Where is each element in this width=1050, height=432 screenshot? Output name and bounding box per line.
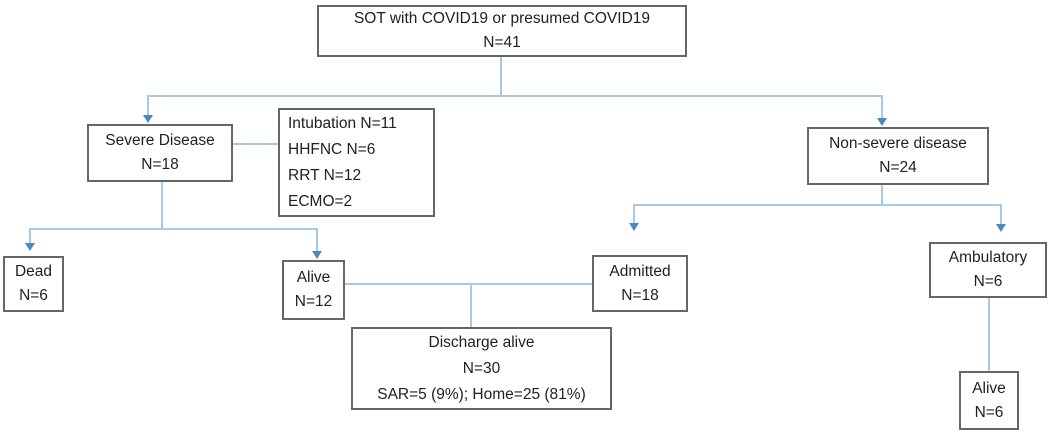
node-admitted: Admitted N=18 — [592, 255, 688, 312]
node-discharge-count: N=30 — [462, 359, 501, 377]
node-alive-nonsevere-label: Alive — [972, 379, 1006, 397]
node-nonsevere-count: N=24 — [879, 159, 917, 176]
node-discharge-alive: Discharge alive N=30 SAR=5 (9%); Home=25… — [351, 327, 612, 410]
node-severe-label: Severe Disease — [105, 132, 215, 149]
connector-top-split — [147, 95, 883, 97]
arrowhead-dead — [25, 243, 35, 251]
node-non-severe-disease: Non-severe disease N=24 — [807, 127, 989, 185]
connector-root-stem — [500, 57, 502, 97]
connector-discharge-stem — [470, 283, 472, 328]
node-ambulatory-count: N=6 — [973, 273, 1003, 290]
connector-ambulatory-alive — [988, 298, 990, 371]
node-ambulatory-label: Ambulatory — [948, 249, 1028, 266]
connector-alive-admitted — [345, 283, 592, 285]
connector-to-ambulatory — [1000, 204, 1002, 225]
connector-to-alive12 — [316, 228, 318, 252]
node-root-count: N=41 — [483, 34, 521, 51]
node-root: SOT with COVID19 or presumed COVID19 N=4… — [317, 5, 687, 57]
node-admitted-label: Admitted — [609, 262, 671, 280]
node-interventions: Intubation N=11 HHFNC N=6 RRT N=12 ECMO=… — [278, 108, 435, 217]
connector-to-severe — [147, 95, 149, 116]
connector-to-nonsevere — [881, 95, 883, 119]
node-severe-disease: Severe Disease N=18 — [87, 124, 233, 182]
node-interventions-line4: ECMO=2 — [288, 192, 353, 210]
node-interventions-line3: RRT N=12 — [288, 166, 362, 184]
node-dead-count: N=6 — [19, 287, 48, 304]
arrowhead-nonsevere — [877, 118, 887, 126]
node-interventions-line1: Intubation N=11 — [288, 114, 397, 132]
arrowhead-admitted — [629, 223, 639, 231]
connector-severe-interventions — [233, 143, 278, 145]
node-alive-severe-count: N=12 — [294, 293, 333, 310]
node-discharge-label: Discharge alive — [428, 333, 535, 351]
node-alive-non-severe: Alive N=6 — [959, 371, 1019, 430]
node-alive-nonsevere-count: N=6 — [974, 403, 1004, 421]
connector-severe-split — [29, 228, 318, 230]
node-admitted-count: N=18 — [621, 286, 659, 304]
connector-to-admitted — [633, 204, 635, 224]
node-alive-severe: Alive N=12 — [282, 260, 345, 320]
node-dead-label: Dead — [14, 263, 53, 280]
connector-severe-stem — [161, 182, 163, 230]
arrowhead-ambulatory — [996, 224, 1006, 232]
node-severe-count: N=18 — [141, 156, 179, 173]
node-dead: Dead N=6 — [3, 256, 64, 312]
node-root-label: SOT with COVID19 or presumed COVID19 — [353, 10, 651, 27]
arrowhead-alive12 — [312, 251, 322, 259]
connector-to-dead — [29, 228, 31, 244]
node-alive-severe-label: Alive — [296, 269, 331, 286]
node-ambulatory: Ambulatory N=6 — [929, 242, 1047, 298]
connector-nonsevere-stem — [881, 185, 883, 206]
node-discharge-detail: SAR=5 (9%); Home=25 (81%) — [377, 385, 586, 403]
node-interventions-line2: HHFNC N=6 — [288, 140, 376, 158]
arrowhead-severe — [143, 115, 153, 123]
node-nonsevere-label: Non-severe disease — [829, 135, 967, 152]
connector-nonsevere-split — [633, 204, 1002, 206]
